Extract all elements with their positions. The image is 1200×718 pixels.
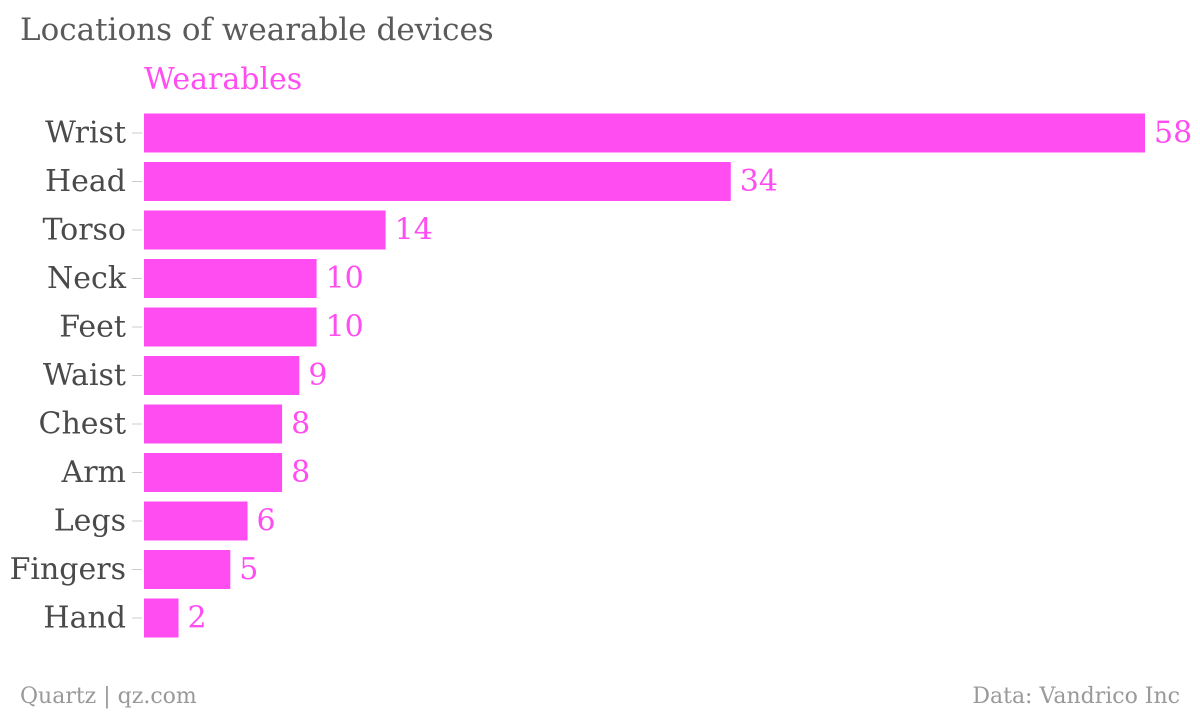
bar xyxy=(144,550,231,589)
series-label-wearables: Wearables xyxy=(144,62,303,97)
data-label: 10 xyxy=(326,261,364,296)
bar xyxy=(144,210,386,250)
category-label: Legs xyxy=(54,504,126,539)
data-label: 9 xyxy=(308,358,327,393)
bar xyxy=(144,453,283,492)
bar xyxy=(144,113,1145,153)
data-label: 14 xyxy=(395,213,433,248)
data-label: 34 xyxy=(740,164,778,199)
bar xyxy=(144,162,731,201)
footer-source-left: Quartz | qz.com xyxy=(20,684,197,709)
bar xyxy=(144,307,317,347)
bar xyxy=(144,404,283,444)
bar xyxy=(144,501,248,541)
category-label: Arm xyxy=(61,455,126,490)
bar xyxy=(144,356,300,395)
bar xyxy=(144,259,317,298)
data-label: 6 xyxy=(257,504,276,539)
category-label: Wrist xyxy=(45,116,126,151)
data-label: 5 xyxy=(239,552,258,587)
chart-title: Locations of wearable devices xyxy=(20,12,494,48)
footer-source-right: Data: Vandrico Inc xyxy=(972,684,1180,709)
bar xyxy=(144,598,179,638)
category-label: Head xyxy=(45,164,126,199)
category-label: Torso xyxy=(42,213,126,248)
category-label: Hand xyxy=(43,601,126,636)
data-label: 8 xyxy=(291,455,310,490)
category-label: Feet xyxy=(59,310,126,345)
data-label: 58 xyxy=(1154,116,1192,151)
category-label: Chest xyxy=(39,407,126,442)
category-label: Waist xyxy=(43,358,126,393)
category-label: Fingers xyxy=(10,552,126,587)
data-label: 8 xyxy=(291,407,310,442)
data-label: 2 xyxy=(188,601,207,636)
data-label: 10 xyxy=(326,310,364,345)
category-label: Neck xyxy=(47,261,127,296)
